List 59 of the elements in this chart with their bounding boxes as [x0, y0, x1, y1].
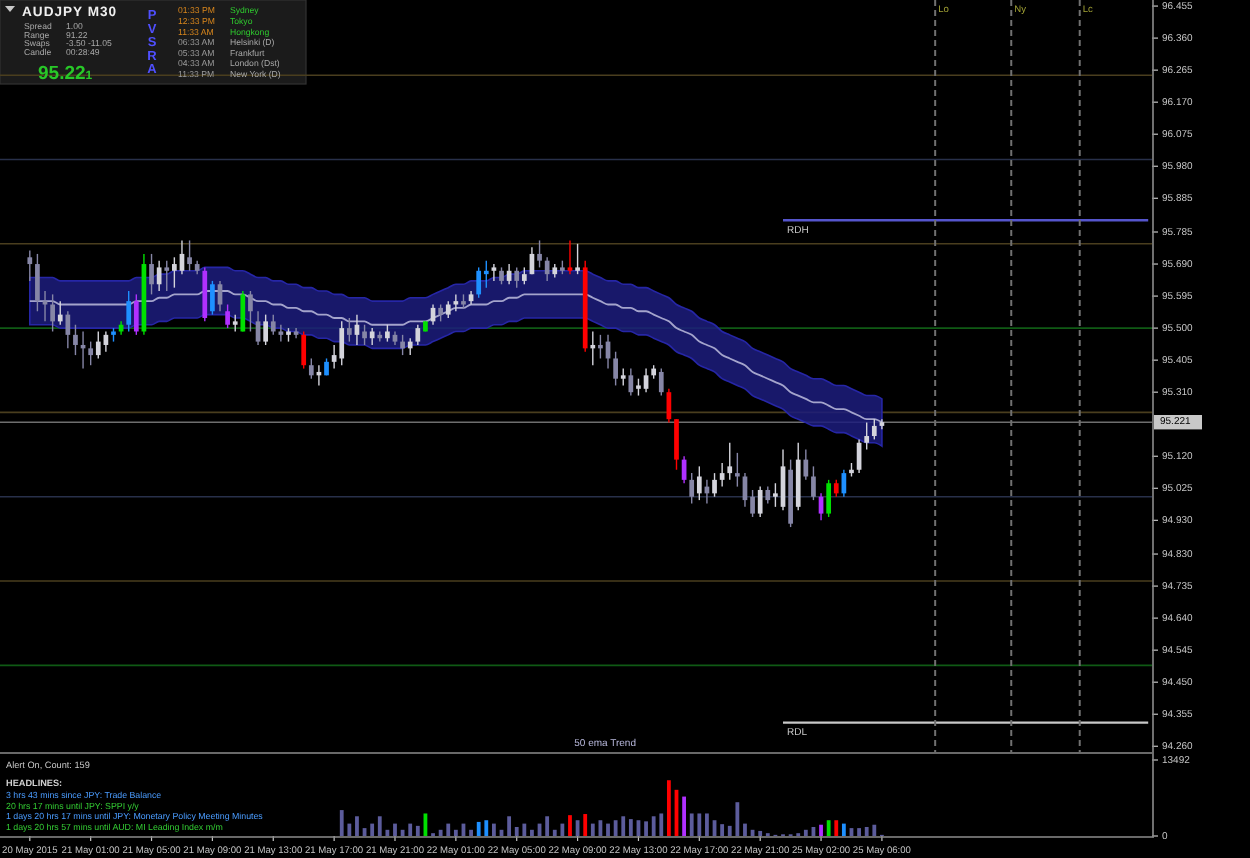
candlestick: [50, 293, 55, 333]
candlestick: [65, 310, 71, 350]
candlestick: [400, 334, 405, 356]
candlestick: [811, 465, 816, 501]
candlestick: [483, 259, 489, 289]
candlestick: [864, 421, 870, 451]
candlestick: [719, 462, 725, 488]
candlestick: [453, 293, 459, 312]
candlestick: [202, 266, 208, 323]
candlestick: [263, 313, 269, 346]
candlestick: [544, 256, 550, 282]
candlestick: [575, 243, 580, 275]
candlestick: [871, 418, 877, 441]
candlestick: [339, 320, 345, 366]
candlestick: [491, 263, 497, 282]
candlestick: [415, 324, 421, 346]
candlestick: [149, 253, 154, 296]
candlestick: [35, 253, 40, 312]
candlestick: [826, 479, 832, 518]
candlestick: [270, 313, 276, 336]
candlestick: [225, 303, 230, 329]
candlestick: [712, 472, 717, 498]
candlestick: [301, 330, 307, 370]
candlestick: [598, 334, 603, 360]
candlestick: [613, 351, 618, 387]
candlestick: [133, 293, 139, 336]
candlestick: [156, 259, 162, 292]
candlestick: [187, 239, 192, 272]
candlestick: [88, 340, 94, 366]
candlestick: [42, 290, 48, 323]
candlestick: [795, 442, 801, 511]
candlestick: [248, 290, 253, 333]
candlestick: [210, 280, 215, 316]
candlestick: [95, 330, 101, 360]
candlestick: [240, 290, 246, 333]
candlestick: [514, 266, 520, 289]
candlestick: [73, 324, 78, 356]
candlestick: [278, 324, 284, 343]
candlestick: [362, 324, 367, 346]
candlestick: [803, 448, 809, 481]
candlestick: [689, 472, 695, 505]
candlestick: [567, 239, 573, 275]
candlestick: [696, 465, 702, 501]
candlestick: [658, 367, 664, 397]
candlestick: [735, 452, 740, 488]
candlestick: [590, 330, 596, 366]
candlestick: [628, 367, 634, 397]
candlestick: [164, 259, 170, 292]
candlestick: [757, 485, 763, 518]
candlestick: [172, 256, 177, 289]
candlestick: [346, 317, 352, 343]
candlestick: [537, 239, 542, 269]
candlestick: [727, 442, 733, 481]
candlestick: [126, 290, 132, 333]
candlestick: [476, 266, 482, 299]
candlestick: [674, 418, 679, 471]
candlestick: [308, 357, 314, 380]
candlestick: [27, 249, 33, 282]
candlestick: [57, 300, 63, 326]
